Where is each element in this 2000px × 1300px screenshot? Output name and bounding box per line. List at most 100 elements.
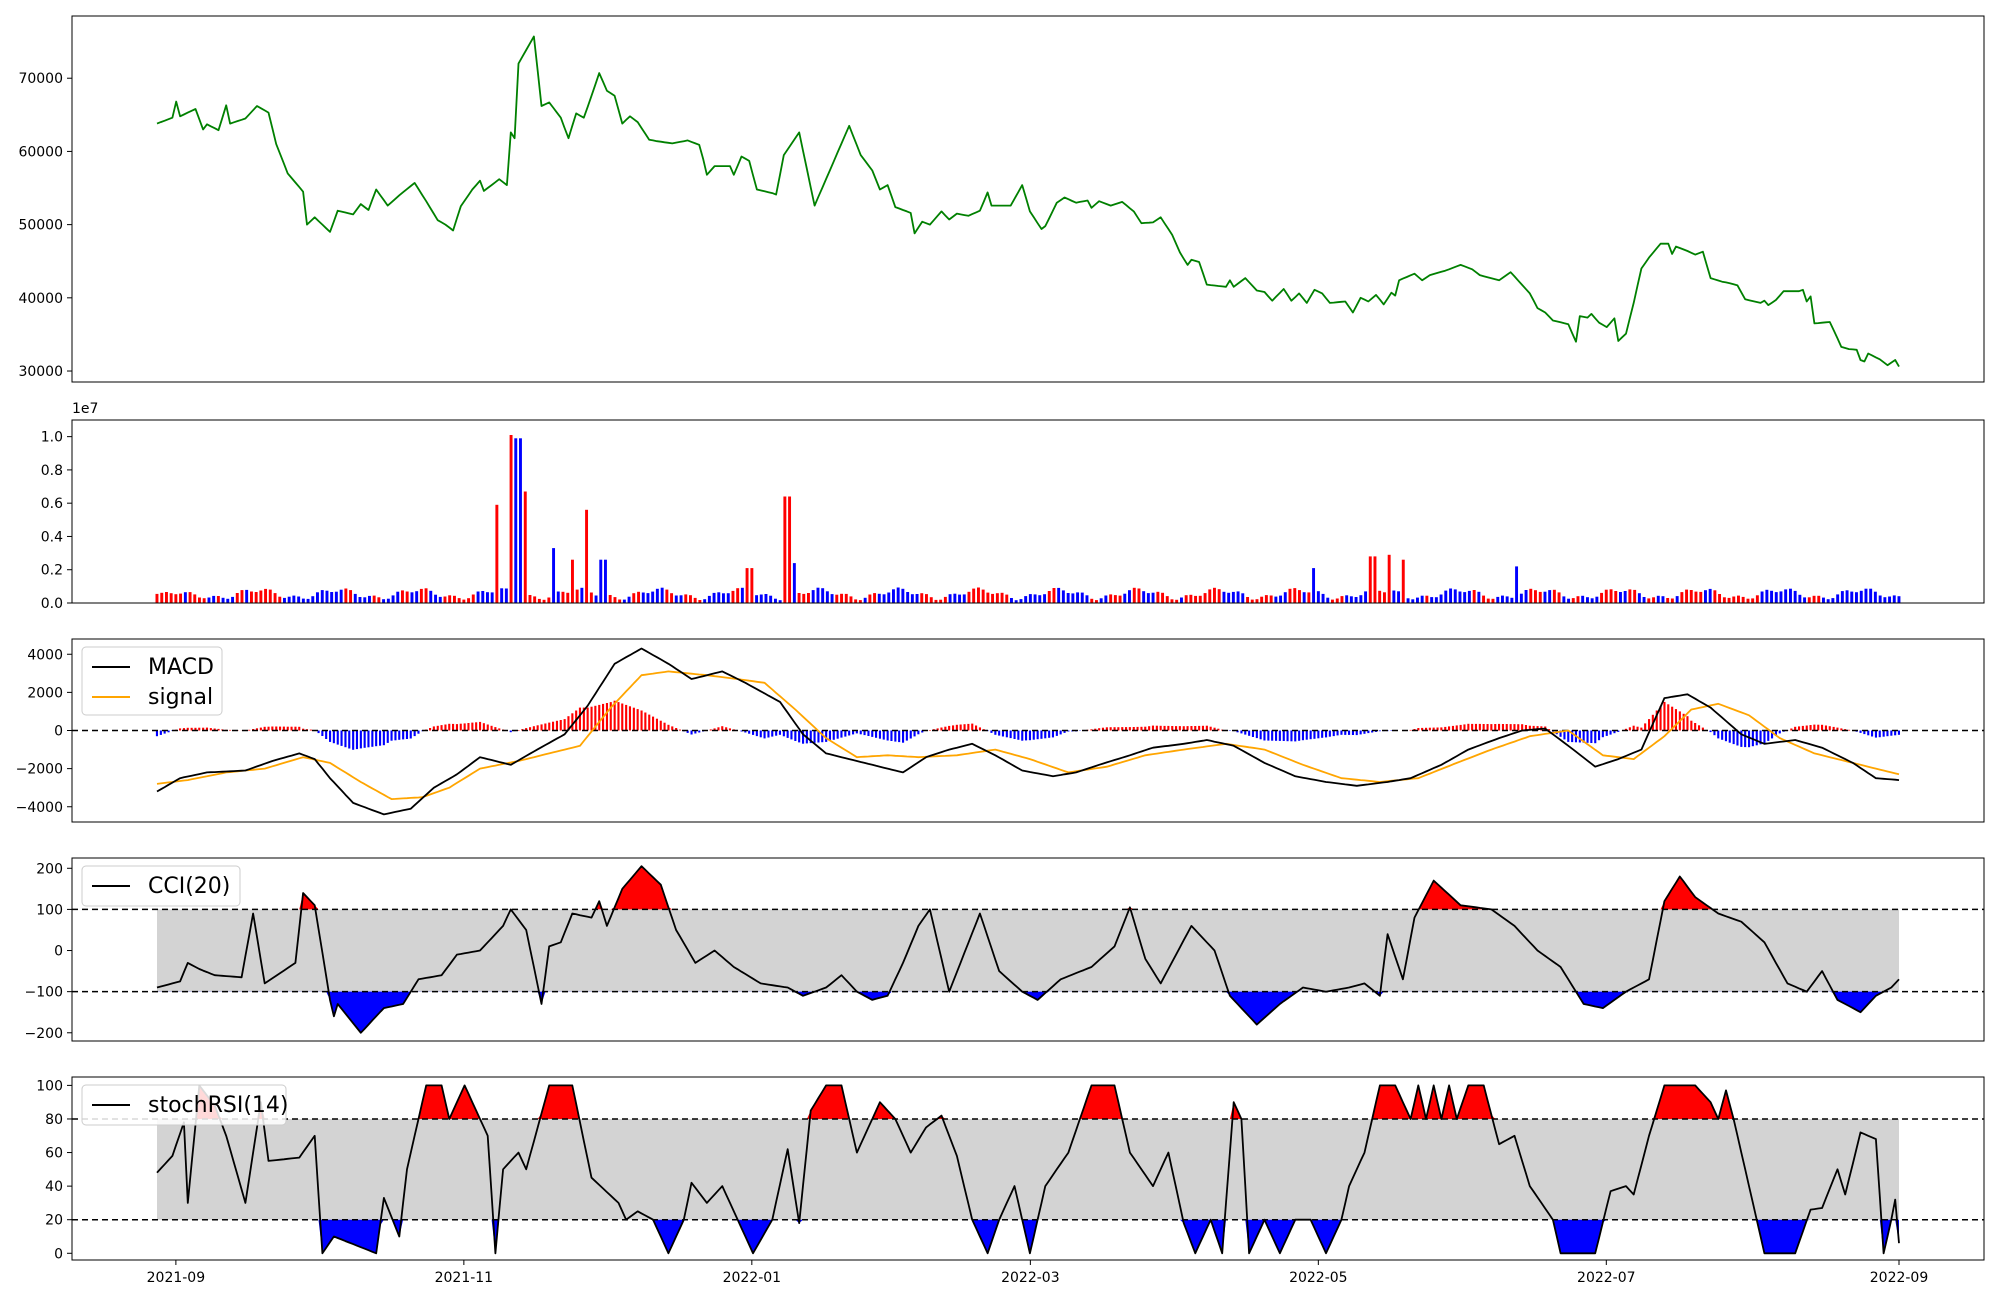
volume-bar <box>471 594 475 603</box>
volume-bar <box>1043 594 1047 603</box>
volume-bar <box>627 596 631 603</box>
volume-bar <box>1755 595 1759 603</box>
volume-bar <box>811 590 815 603</box>
macd-hist-bar <box>840 730 843 738</box>
volume-bar <box>287 596 291 603</box>
volume-bar <box>877 593 881 603</box>
macd-hist-bar <box>632 707 635 731</box>
volume-bar <box>386 598 390 603</box>
macd-hist-bar <box>263 726 266 731</box>
x-axis: 2021-09 2021-11 2022-01 2022-03 2022-05 2022-… <box>147 1260 1928 1286</box>
macd-hist-bar <box>1051 730 1055 738</box>
volume-bar <box>660 587 664 603</box>
macd-legend-label: MACD <box>148 655 214 680</box>
macd-hist-bar <box>1136 726 1139 731</box>
volume-bar <box>514 438 518 603</box>
volume-bar <box>410 592 414 603</box>
volume-bar <box>1349 596 1353 603</box>
volume-bar <box>1751 598 1755 603</box>
volume-bar <box>1175 599 1179 603</box>
volume-bar <box>882 594 886 603</box>
macd-hist-bar <box>1763 730 1766 744</box>
volume-bar <box>542 599 546 603</box>
volume-bar <box>618 599 622 603</box>
cci-ytick-label: 200 <box>36 861 63 877</box>
macd-hist-bar <box>775 730 778 736</box>
volume-bar <box>311 596 315 603</box>
macd-hist-bar <box>1567 730 1570 742</box>
macd-hist-bar <box>375 730 378 747</box>
macd-hist-bar <box>517 730 520 731</box>
macd-hist-bar <box>544 723 547 731</box>
macd-hist-bar <box>1478 723 1481 731</box>
macd-hist-bar <box>1240 730 1243 734</box>
volume-bar <box>1477 591 1481 603</box>
macd-hist-bar <box>394 730 397 741</box>
volume-bar <box>1137 588 1141 603</box>
volume-bar <box>651 591 655 603</box>
macd-hist-bar <box>1667 704 1670 731</box>
volume-bar <box>655 588 659 603</box>
volume-bar <box>1619 592 1622 603</box>
volume-bar <box>1515 566 1519 603</box>
volume-bar <box>188 592 192 603</box>
macd-hist-bar <box>1378 730 1381 732</box>
volume-bar <box>1095 600 1098 603</box>
macd-hist-bar <box>1498 723 1501 731</box>
macd-hist-bar <box>1009 730 1012 739</box>
volume-bar <box>637 591 641 603</box>
volume-bar <box>1298 590 1301 603</box>
volume-bar <box>339 589 343 603</box>
volume-bar <box>1491 598 1495 603</box>
volume-bar <box>1519 593 1523 603</box>
volume-bar <box>1359 595 1363 603</box>
volume-bar <box>1279 595 1283 603</box>
macd-line <box>156 647 1900 816</box>
volume-bar <box>1878 595 1882 603</box>
volume-bar <box>943 596 947 603</box>
volume-ytick-label: 0.8 <box>41 463 63 479</box>
macd-hist-bar <box>1840 728 1843 731</box>
volume-bar <box>443 596 447 603</box>
stochrsi-panel: 0 20 40 60 80 100 stochRSI(14) 2021-09 2021-11… <box>36 1076 1985 1286</box>
volume-bar <box>1260 596 1264 603</box>
volume-bar <box>1165 596 1169 603</box>
macd-hist-bar <box>1001 730 1005 737</box>
volume-bar <box>1581 595 1585 603</box>
macd-hist-bar <box>1532 725 1535 731</box>
macd-hist-bar <box>813 730 816 743</box>
volume-bar <box>264 588 268 603</box>
volume-bar <box>1840 591 1844 603</box>
volume-bar <box>193 594 197 603</box>
signal-line <box>156 670 1900 800</box>
macd-hist-bar <box>1698 725 1701 731</box>
cci-panel: −200 −100 0 100 200 CCI(20) <box>25 857 1985 1042</box>
volume-bar <box>1789 588 1792 603</box>
volume-offset-label: 1e7 <box>72 401 98 417</box>
volume-bar <box>1000 592 1004 603</box>
volume-bar <box>901 588 905 603</box>
macd-hist-bar <box>1648 719 1651 731</box>
macd-hist-bar <box>1098 728 1101 731</box>
x-tick-label: 2022-05 <box>1289 1270 1348 1286</box>
volume-bar <box>1250 599 1254 603</box>
macd-hist-bar <box>975 725 978 731</box>
cci-ytick-label: −100 <box>25 985 63 1001</box>
macd-hist-bar <box>694 730 697 734</box>
volume-bar <box>349 590 353 603</box>
volume-bar <box>1784 589 1788 603</box>
macd-hist-bar <box>825 730 828 742</box>
macd-hist-bar <box>1363 730 1366 734</box>
volume-bar <box>424 588 428 603</box>
volume-bar <box>863 597 867 603</box>
volume-bar <box>991 593 995 603</box>
volume-bar <box>1420 595 1424 603</box>
macd-hist-bar <box>767 730 770 738</box>
macd-hist-bar <box>1305 730 1308 740</box>
volume-bar <box>1803 597 1807 603</box>
volume-bar <box>283 597 286 603</box>
macd-hist-bar <box>1694 723 1697 731</box>
macd-hist-bar <box>379 730 382 746</box>
volume-bar <box>1397 591 1401 603</box>
volume-bar <box>1288 588 1292 603</box>
